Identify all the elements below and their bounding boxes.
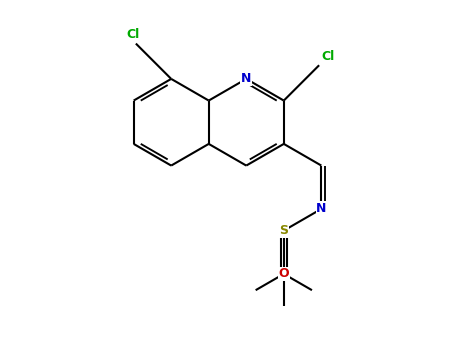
- Text: N: N: [241, 72, 252, 85]
- Text: Cl: Cl: [126, 28, 140, 41]
- Text: O: O: [278, 267, 289, 280]
- Text: N: N: [316, 202, 327, 215]
- Text: Cl: Cl: [322, 50, 335, 63]
- Text: S: S: [279, 224, 288, 237]
